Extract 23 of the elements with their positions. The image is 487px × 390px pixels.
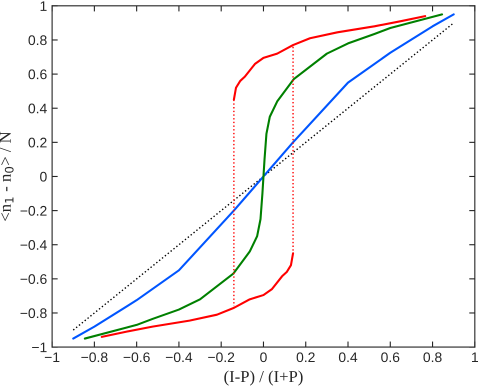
x-axis-title: (I-P) / (I+P) (224, 370, 303, 386)
x-tick-label: −0.6 (124, 352, 150, 362)
x-tick-label: 0.8 (423, 352, 442, 362)
x-tick-label: 0 (260, 352, 267, 362)
y-tick-label: 0 (40, 172, 47, 182)
y-tick-label: 0.6 (28, 69, 47, 80)
y-tick-label: −0.2 (20, 206, 47, 216)
x-tick-label: −0.2 (208, 352, 234, 362)
y-axis-title: <n$_{1}$ - n$_{0}$> / N (0, 132, 14, 221)
y-tick-label: 0.2 (28, 138, 47, 148)
y-tick-label: 0.4 (28, 104, 47, 114)
x-tick-label: 0.6 (381, 352, 400, 362)
x-tick-label: 0.2 (296, 352, 315, 362)
y-tick-label: −0.4 (20, 240, 47, 250)
y-tick-label: 1 (40, 1, 47, 11)
y-tick-label: 0.8 (28, 35, 47, 46)
y-tick-label: −1 (32, 342, 47, 352)
y-tick-label: −0.8 (20, 308, 47, 318)
x-tick-label: 0.4 (338, 352, 358, 362)
x-tick-label: 1 (472, 352, 478, 362)
x-tick-label: −0.8 (81, 352, 108, 362)
y-tick-label: −0.6 (20, 274, 47, 284)
x-tick-label: −0.4 (166, 352, 192, 362)
